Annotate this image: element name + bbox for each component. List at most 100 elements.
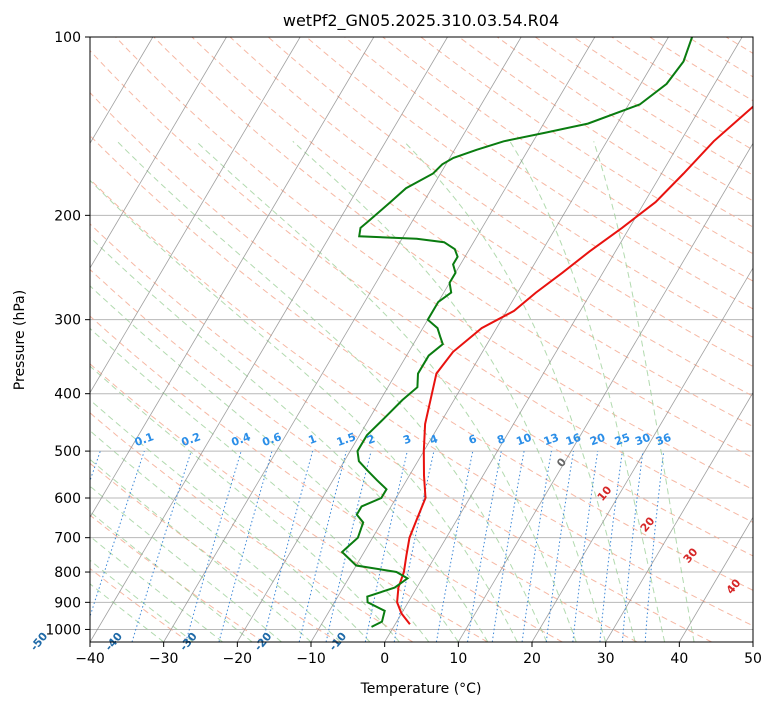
mixing-ratio-label: 25 [613, 431, 632, 448]
mixing-ratio-line [621, 451, 644, 642]
mixing-ratio-line [599, 451, 623, 642]
mixing-ratio-label: 8 [495, 432, 507, 447]
mixing-ratio-line [572, 451, 599, 642]
mixing-ratio-line [393, 450, 435, 642]
moist-adiabat-line [90, 583, 164, 642]
dry-adiabat-line [725, 37, 753, 54]
dry-adiabat-line [267, 37, 753, 368]
dry-adiabat-line [90, 178, 753, 627]
moist-adiabat-line [90, 365, 400, 642]
mixing-ratio-label: 20 [588, 431, 607, 449]
mixing-ratio-label: 0.1 [133, 430, 156, 449]
mixing-ratio-label: 4 [428, 432, 440, 447]
moist-adiabat-line [509, 141, 666, 642]
y-tick-label: 100 [54, 30, 81, 46]
dry-adiabat-line [687, 37, 753, 78]
x-tick-label: −20 [223, 651, 253, 667]
mixing-ratio-line [491, 451, 525, 642]
isotherm-line [752, 641, 753, 642]
y-tick-label: 200 [54, 208, 81, 224]
x-tick-label: 40 [670, 651, 688, 667]
dry-adiabat-line [90, 363, 488, 642]
y-tick-label: 600 [54, 491, 81, 507]
isotherm-line [531, 267, 753, 642]
isotherm-line [384, 37, 743, 642]
moist-adiabat-line [292, 140, 607, 642]
moist-adiabat-line [90, 511, 253, 642]
moist-adiabat-line [403, 140, 636, 642]
mixing-ratio-label: 0.4 [230, 430, 253, 449]
isotherm-line [90, 37, 301, 394]
mixing-ratio-label: 36 [654, 431, 673, 449]
dry-adiabat-line [90, 514, 264, 642]
y-axis-ticks: 100 200 300 400 500 600 700 800 900 1000 [45, 30, 90, 638]
x-tick-label: −30 [149, 651, 179, 667]
isotherm-line [310, 37, 669, 642]
isotherm-line [236, 37, 596, 642]
dry-adiabat-line [420, 37, 753, 255]
y-axis-title: Pressure (hPa) [12, 290, 28, 390]
skewed-isotherms [0, 37, 753, 642]
mixing-ratio-line [90, 450, 145, 618]
mixing-ratio-line [325, 450, 372, 642]
moist-adiabat-line [90, 485, 282, 642]
mixing-ratio-label: 16 [564, 431, 583, 449]
moist-adiabat-line [195, 140, 577, 642]
dry-adiabat-line [90, 315, 563, 642]
mixing-ratio-lines [0, 450, 665, 642]
dry-adiabat-line [649, 37, 753, 102]
x-tick-label: 20 [523, 651, 541, 667]
isotherm-line [0, 37, 6, 642]
dewpoint-line [340, 37, 694, 628]
y-tick-label: 900 [54, 595, 81, 611]
moist-adiabat-line [90, 179, 518, 642]
isotherm-line [90, 37, 448, 642]
x-tick-label: −10 [296, 651, 326, 667]
pressure-grid [90, 37, 753, 630]
moist-adiabat-line [90, 535, 223, 642]
isotherm-line [90, 37, 375, 519]
mixing-ratio-label: 2 [365, 432, 377, 447]
x-tick-label: 30 [597, 651, 615, 667]
x-tick-label: 10 [449, 651, 467, 667]
x-tick-label: −40 [75, 651, 105, 667]
moist-adiabat-line [90, 559, 194, 642]
isotherm-line [605, 391, 753, 642]
mixing-ratio-line [364, 450, 408, 642]
isotherm-line [457, 142, 753, 642]
y-tick-label: 500 [54, 444, 81, 460]
mixing-ratio-line [521, 451, 552, 642]
moist-adiabat-line [116, 140, 548, 642]
y-tick-label: 400 [54, 387, 81, 403]
dry-adiabat-line [90, 223, 712, 642]
mixing-ratio-label: 1 [307, 432, 319, 447]
mixing-ratio-line [435, 450, 474, 642]
y-tick-label: 300 [54, 313, 81, 329]
mixing-ratio-label: 30 [633, 431, 652, 449]
x-axis-title: Temperature (°C) [360, 681, 482, 697]
mixing-ratio-label: 6 [467, 432, 479, 447]
mixing-ratio-label: 0.6 [260, 430, 283, 449]
moist-adiabat-line [90, 430, 341, 642]
temperature-line [396, 105, 753, 625]
isopleth-labels: -100-90-80-70-60-50-40-30-20-10010203040… [28, 430, 744, 653]
chart-title: wetPf2_GN05.2025.310.03.54.R04 [283, 11, 559, 31]
mixing-ratio-line [262, 450, 314, 642]
moist-adiabats [90, 140, 695, 642]
y-tick-label: 700 [54, 531, 81, 547]
x-tick-label: 50 [744, 651, 762, 667]
mixing-ratio-line [0, 451, 46, 642]
plot-area [0, 37, 753, 642]
plot-frame [89, 36, 754, 643]
mixing-ratio-label: 10 [514, 431, 533, 449]
moist-adiabat-label: 40 [724, 576, 744, 596]
mixing-ratio-line [218, 450, 273, 642]
isotherm-line [90, 37, 154, 145]
mixing-ratio-label: 1.5 [335, 430, 358, 449]
dry-adiabat-line [153, 37, 753, 459]
mixing-ratio-line [298, 450, 347, 642]
moist-adiabat-label: 10 [595, 483, 615, 503]
mixing-ratio-line [545, 451, 574, 642]
dry-adiabat-line [115, 37, 753, 491]
